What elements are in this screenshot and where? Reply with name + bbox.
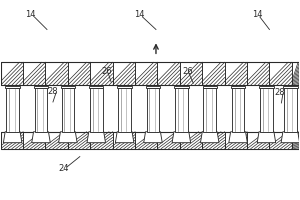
Bar [225,62,247,85]
Bar [46,132,68,149]
Bar [135,132,158,149]
Bar [269,132,292,149]
Bar [202,86,217,88]
Polygon shape [32,132,50,143]
Bar [292,132,299,149]
Bar [180,62,202,85]
Text: 14: 14 [25,10,36,19]
Bar [225,132,247,149]
Bar [90,88,103,132]
Polygon shape [116,132,134,143]
Bar [175,88,188,132]
Bar [247,132,269,149]
Bar [90,132,113,149]
Text: 28: 28 [48,87,58,96]
Bar [68,132,90,149]
Bar [292,62,299,85]
Bar [89,86,103,88]
Bar [46,62,68,85]
Polygon shape [281,132,300,143]
Text: 14: 14 [134,10,145,19]
Text: 26: 26 [101,67,112,76]
Bar [113,62,135,85]
Bar [259,86,274,88]
Polygon shape [257,132,276,143]
Bar [1,62,23,85]
Bar [1,132,299,149]
Bar [202,132,225,149]
Polygon shape [87,132,106,143]
Bar [203,88,216,132]
Bar [23,132,46,149]
Bar [61,86,75,88]
Bar [35,88,47,132]
Bar [1,132,23,149]
Bar [23,62,46,85]
Polygon shape [172,132,190,143]
Text: 26: 26 [182,67,193,76]
Bar [118,86,132,88]
Text: 14: 14 [252,10,263,19]
Polygon shape [200,132,219,143]
Bar [118,88,131,132]
Bar [269,62,292,85]
Bar [68,62,90,85]
Bar [90,62,113,85]
Bar [158,62,180,85]
Bar [260,88,273,132]
Bar [1,62,299,85]
Bar [34,86,48,88]
Polygon shape [144,132,162,143]
Bar [146,86,160,88]
Bar [231,86,245,88]
Bar [283,86,298,88]
Bar [247,62,269,85]
Polygon shape [229,132,247,143]
Bar [5,86,20,88]
Bar [180,132,202,149]
Bar [135,62,158,85]
Bar [1,62,299,85]
Bar [174,86,188,88]
Polygon shape [3,132,22,143]
Text: 28: 28 [274,88,285,97]
Bar [113,132,135,149]
Bar [147,88,159,132]
Bar [61,88,74,132]
Bar [202,62,225,85]
Bar [158,132,180,149]
Bar [1,132,299,149]
Bar [284,88,297,132]
Polygon shape [58,132,77,143]
Text: 24: 24 [58,164,69,173]
Bar [232,88,244,132]
Bar [6,88,19,132]
